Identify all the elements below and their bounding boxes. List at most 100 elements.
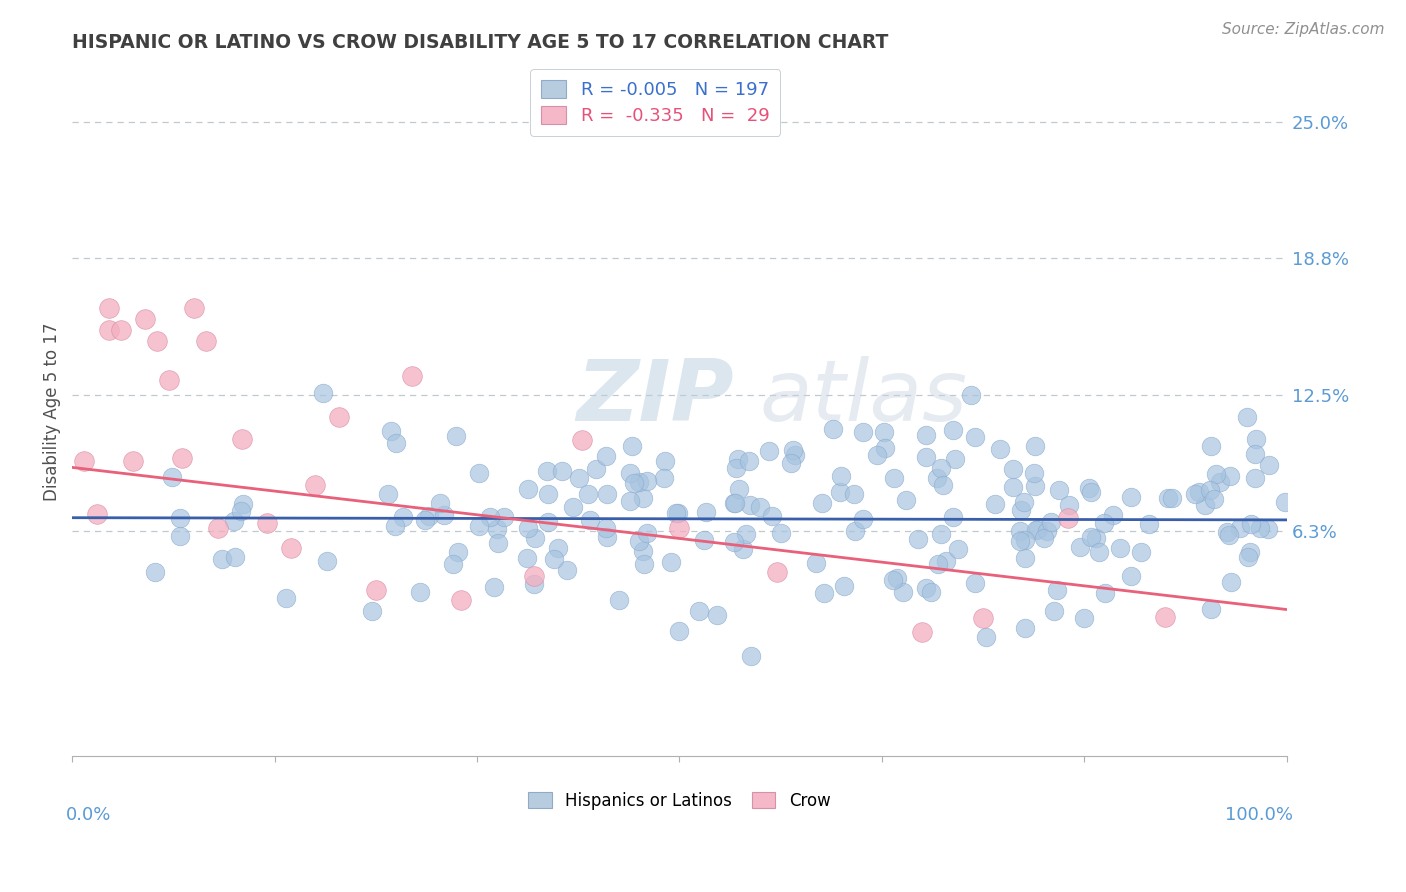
- Point: [748, 500, 770, 515]
- Point: [883, 471, 905, 485]
- Point: [1257, 522, 1279, 536]
- Point: [1102, 508, 1125, 522]
- Point: [623, 476, 645, 491]
- Point: [695, 505, 717, 519]
- Point: [636, 474, 658, 488]
- Point: [1215, 524, 1237, 539]
- Point: [1040, 516, 1063, 530]
- Point: [547, 541, 569, 555]
- Point: [86, 507, 108, 521]
- Point: [229, 504, 252, 518]
- Point: [522, 577, 544, 591]
- Point: [911, 625, 934, 640]
- Point: [873, 425, 896, 440]
- Text: 0.0%: 0.0%: [66, 805, 111, 823]
- Point: [925, 471, 948, 485]
- Point: [891, 585, 914, 599]
- Point: [1036, 524, 1059, 538]
- Point: [738, 454, 761, 468]
- Point: [1025, 523, 1047, 537]
- Point: [666, 506, 689, 520]
- Point: [122, 454, 145, 468]
- Point: [1194, 498, 1216, 512]
- Point: [571, 433, 593, 447]
- Point: [429, 496, 451, 510]
- Point: [724, 496, 747, 510]
- Point: [468, 466, 491, 480]
- Point: [364, 583, 387, 598]
- Point: [804, 556, 827, 570]
- Point: [1046, 582, 1069, 597]
- Point: [1084, 531, 1107, 545]
- Point: [1129, 545, 1152, 559]
- Point: [633, 557, 655, 571]
- Point: [988, 442, 1011, 456]
- Point: [1080, 485, 1102, 500]
- Point: [316, 554, 339, 568]
- Point: [782, 443, 804, 458]
- Point: [1218, 528, 1240, 542]
- Point: [585, 462, 607, 476]
- Point: [478, 510, 501, 524]
- Point: [222, 514, 245, 528]
- Point: [1014, 550, 1036, 565]
- Point: [765, 565, 787, 579]
- Point: [738, 498, 761, 512]
- Point: [1137, 517, 1160, 532]
- Point: [1010, 534, 1032, 549]
- Point: [706, 607, 728, 622]
- Point: [1202, 491, 1225, 506]
- Point: [97, 323, 120, 337]
- Point: [446, 545, 468, 559]
- Point: [1047, 483, 1070, 498]
- Point: [194, 334, 217, 348]
- Text: HISPANIC OR LATINO VS CROW DISABILITY AGE 5 TO 17 CORRELATION CHART: HISPANIC OR LATINO VS CROW DISABILITY AG…: [72, 33, 889, 52]
- Point: [915, 450, 938, 465]
- Point: [1258, 458, 1281, 473]
- Point: [276, 591, 298, 606]
- Point: [636, 525, 658, 540]
- Point: [468, 519, 491, 533]
- Point: [1229, 521, 1251, 535]
- Point: [915, 581, 938, 595]
- Point: [1108, 541, 1130, 556]
- Point: [280, 541, 302, 555]
- Point: [1043, 604, 1066, 618]
- Point: [915, 427, 938, 442]
- Point: [418, 508, 440, 523]
- Point: [392, 509, 415, 524]
- Point: [1219, 575, 1241, 590]
- Legend: Hispanics or Latinos, Crow: Hispanics or Latinos, Crow: [522, 785, 837, 816]
- Point: [723, 535, 745, 549]
- Point: [875, 442, 897, 456]
- Point: [516, 550, 538, 565]
- Point: [1001, 461, 1024, 475]
- Text: ZIP: ZIP: [576, 357, 734, 440]
- Point: [866, 448, 889, 462]
- Point: [830, 484, 852, 499]
- Point: [409, 585, 432, 599]
- Point: [97, 301, 120, 315]
- Point: [450, 593, 472, 607]
- Point: [844, 487, 866, 501]
- Point: [1119, 569, 1142, 583]
- Point: [758, 443, 780, 458]
- Point: [207, 521, 229, 535]
- Point: [619, 467, 641, 481]
- Point: [1121, 490, 1143, 504]
- Point: [211, 552, 233, 566]
- Point: [946, 542, 969, 557]
- Point: [143, 565, 166, 579]
- Point: [724, 461, 747, 475]
- Point: [852, 425, 875, 439]
- Y-axis label: Disability Age 5 to 17: Disability Age 5 to 17: [44, 322, 60, 501]
- Point: [1022, 467, 1045, 481]
- Point: [1088, 544, 1111, 558]
- Point: [832, 579, 855, 593]
- Text: 100.0%: 100.0%: [1225, 805, 1292, 823]
- Point: [654, 471, 676, 485]
- Point: [555, 563, 578, 577]
- Point: [441, 557, 464, 571]
- Point: [1080, 530, 1102, 544]
- Point: [1209, 475, 1232, 489]
